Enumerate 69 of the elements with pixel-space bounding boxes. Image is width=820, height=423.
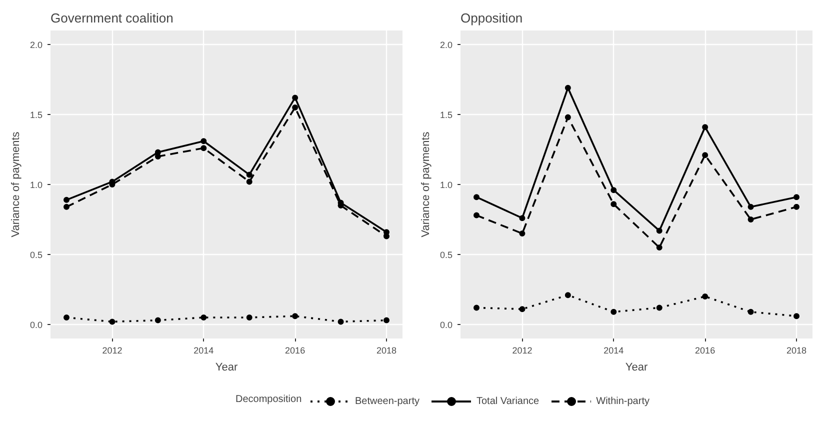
point bbox=[246, 178, 252, 185]
point bbox=[610, 308, 617, 315]
x-tick-label: 2018 bbox=[376, 346, 397, 356]
chart-title: Opposition bbox=[460, 10, 523, 26]
point bbox=[292, 313, 298, 320]
point bbox=[384, 317, 390, 324]
x-tick-label: 2012 bbox=[102, 346, 122, 356]
point bbox=[794, 204, 800, 210]
chart-title: Government coalition bbox=[50, 10, 174, 26]
point bbox=[564, 84, 571, 91]
legend-label: Within-party bbox=[596, 396, 650, 406]
point bbox=[519, 215, 526, 222]
point bbox=[656, 244, 662, 250]
y-tick-label: 1.0 bbox=[440, 180, 453, 190]
point bbox=[794, 194, 800, 200]
point bbox=[292, 94, 298, 101]
point bbox=[474, 212, 480, 218]
point bbox=[748, 216, 754, 222]
y-tick-label: 0.0 bbox=[440, 320, 453, 330]
x-tick-label: 2012 bbox=[512, 346, 532, 356]
point bbox=[474, 194, 480, 200]
legend-label: Total Variance bbox=[476, 396, 540, 406]
legend-label: Between-party bbox=[355, 396, 420, 406]
point bbox=[702, 124, 708, 130]
point bbox=[64, 314, 70, 320]
point bbox=[564, 114, 571, 120]
point bbox=[656, 304, 662, 311]
x-tick-label: 2014 bbox=[194, 346, 214, 356]
y-tick-label: 0.5 bbox=[440, 250, 453, 260]
y-tick-label: 2.0 bbox=[30, 40, 43, 50]
x-tick-label: 2018 bbox=[786, 346, 807, 356]
y-tick-label: 1.0 bbox=[30, 180, 43, 190]
point bbox=[200, 314, 207, 320]
x-axis-title: Year bbox=[215, 362, 238, 374]
point bbox=[610, 201, 617, 208]
point bbox=[246, 172, 252, 178]
point bbox=[519, 230, 526, 236]
point bbox=[519, 306, 526, 312]
y-tick-label: 1.5 bbox=[440, 110, 453, 120]
x-tick-label: 2016 bbox=[695, 346, 716, 356]
x-axis-title: Year bbox=[625, 362, 648, 374]
x-tick-label: 2016 bbox=[285, 346, 306, 356]
point bbox=[154, 154, 161, 160]
point bbox=[564, 292, 571, 298]
point bbox=[702, 152, 708, 158]
point bbox=[656, 228, 662, 234]
point bbox=[338, 318, 344, 325]
y-tick-label: 1.5 bbox=[30, 110, 43, 120]
point bbox=[246, 314, 252, 320]
point bbox=[474, 304, 480, 311]
y-tick-label: 0.5 bbox=[30, 250, 43, 260]
point bbox=[702, 294, 708, 300]
point bbox=[794, 313, 800, 320]
point bbox=[748, 308, 754, 315]
y-tick-label: 0.0 bbox=[30, 320, 43, 330]
point bbox=[109, 318, 116, 325]
point bbox=[200, 145, 207, 152]
point bbox=[200, 138, 207, 144]
point bbox=[154, 317, 161, 324]
point bbox=[610, 187, 617, 194]
point bbox=[64, 196, 70, 203]
legend-title: Decomposition bbox=[236, 394, 302, 405]
y-axis-title: Variance of payments bbox=[10, 131, 22, 238]
point bbox=[292, 104, 298, 110]
y-axis-title: Variance of payments bbox=[420, 131, 432, 238]
point bbox=[64, 204, 70, 210]
y-tick-label: 2.0 bbox=[440, 40, 453, 50]
point bbox=[748, 204, 754, 210]
x-tick-label: 2014 bbox=[604, 346, 624, 356]
